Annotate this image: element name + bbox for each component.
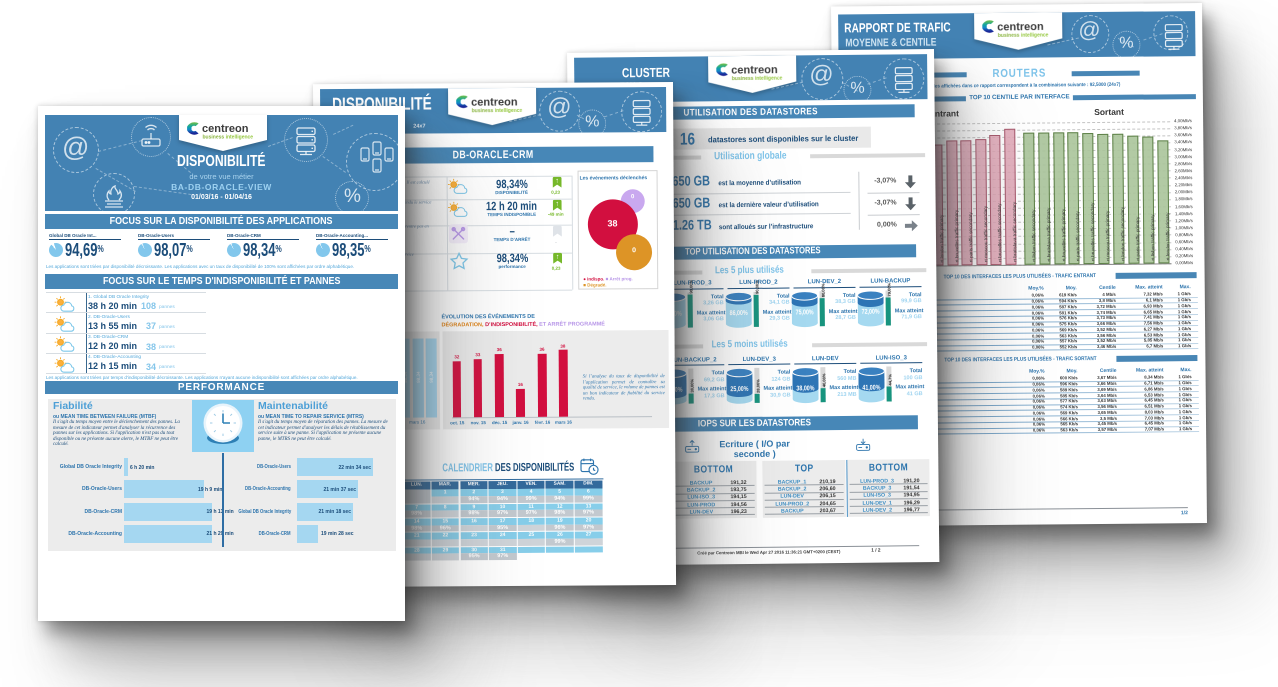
svg-text:business intelligence: business intelligence [471, 108, 522, 114]
svg-text:centreon: centreon [471, 96, 518, 108]
svg-text:business intelligence: business intelligence [203, 135, 254, 141]
svg-text:business intelligence: business intelligence [731, 76, 782, 83]
svg-text:business intelligence: business intelligence [998, 32, 1049, 38]
svg-text:centreon: centreon [731, 64, 778, 76]
svg-text:centreon: centreon [202, 123, 249, 135]
svg-text:centreon: centreon [997, 21, 1044, 33]
